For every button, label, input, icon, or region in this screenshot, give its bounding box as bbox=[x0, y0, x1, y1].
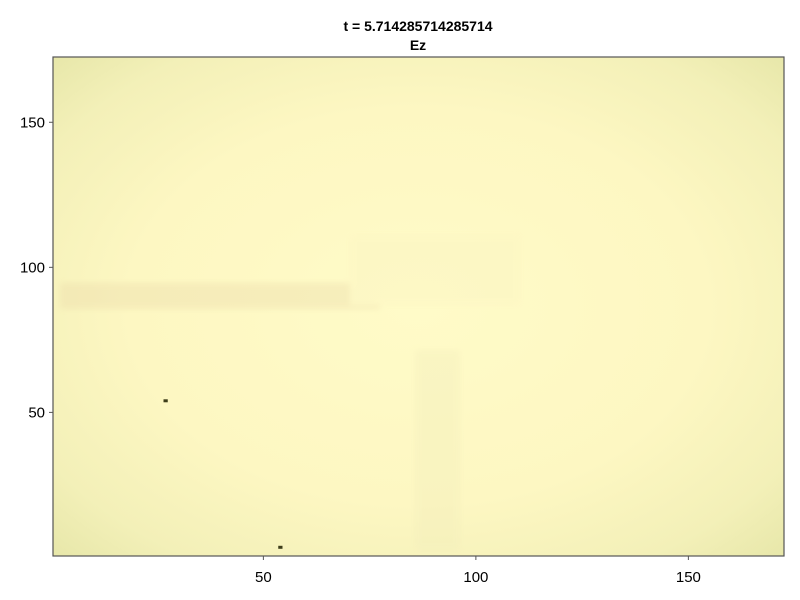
field-artifacts bbox=[60, 235, 520, 550]
x-tick-label: 50 bbox=[255, 569, 272, 586]
x-axis: 50 100 150 bbox=[255, 556, 701, 586]
chart-title: t = 5.714285714285714 bbox=[343, 18, 492, 34]
chart-subtitle: Ez bbox=[410, 37, 426, 53]
y-tick-label: 50 bbox=[28, 404, 45, 421]
heatmap-field bbox=[53, 57, 784, 556]
y-axis: 50 100 150 bbox=[20, 114, 53, 421]
marker-layer bbox=[163, 399, 283, 549]
heatmap-cell-marker bbox=[163, 399, 168, 403]
x-tick-label: 100 bbox=[463, 569, 488, 586]
heatmap-cell-marker bbox=[278, 545, 283, 549]
y-tick-label: 100 bbox=[20, 259, 45, 276]
x-tick-label: 150 bbox=[676, 569, 701, 586]
plot-frame bbox=[52, 56, 785, 557]
y-tick-label: 150 bbox=[20, 114, 45, 131]
